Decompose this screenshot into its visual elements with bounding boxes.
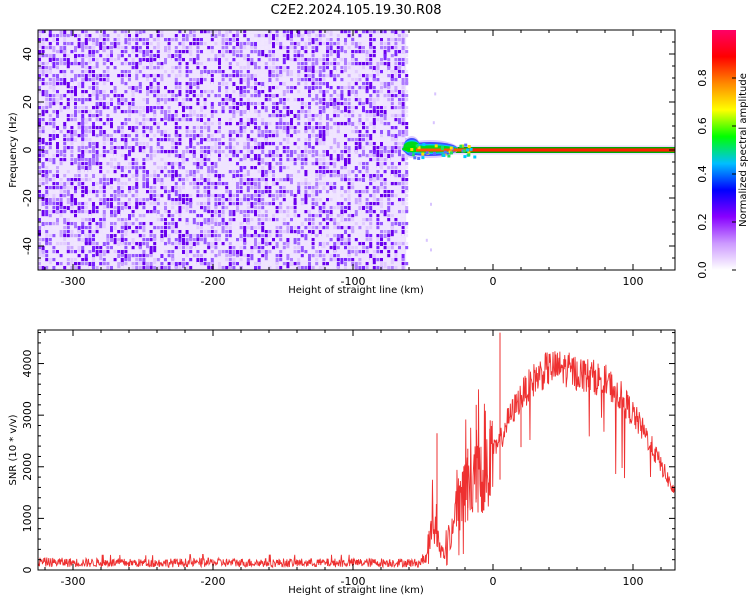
- snr-y-label: SNR (10 * v/v): [8, 414, 19, 485]
- y-tick-label: 40: [21, 47, 34, 61]
- y-tick-label: 3000: [21, 401, 34, 429]
- x-tick-label: -200: [201, 575, 226, 588]
- spectrogram-noise: [38, 30, 409, 270]
- snr-frame: [37, 329, 676, 571]
- colorbar-gradient: [712, 30, 736, 270]
- snr-plot-area: [38, 332, 675, 569]
- x-tick-label: -300: [61, 575, 86, 588]
- colorbar: 0.0 0.2 0.4 0.6 0.8 Normalized spectral ampl…: [696, 30, 749, 279]
- colorbar-tick-label: 0.4: [696, 165, 709, 183]
- spectrogram-x-label: Height of straight line (km): [288, 285, 424, 296]
- y-tick-label: 2000: [21, 453, 34, 481]
- figure-title: C2E2.2024.105.19.30.R08: [270, 3, 441, 18]
- x-tick-label: -200: [201, 275, 226, 288]
- colorbar-tick-label: 0.8: [696, 69, 709, 87]
- y-tick-label: 4000: [21, 350, 34, 378]
- x-tick-label: 100: [623, 575, 644, 588]
- colorbar-tick-label: 0.2: [696, 213, 709, 231]
- colorbar-tick-label: 0.6: [696, 117, 709, 135]
- colorbar-tick-label: 0.0: [696, 261, 709, 279]
- x-tick-label: 0: [490, 275, 497, 288]
- x-tick-label: 0: [490, 575, 497, 588]
- x-tick-label: -300: [61, 275, 86, 288]
- x-tick-label: 100: [623, 275, 644, 288]
- snr-x-label: Height of straight line (km): [288, 585, 424, 596]
- x-tick-label: -100: [341, 575, 366, 588]
- y-tick-label: 0: [21, 567, 34, 574]
- y-tick-label: -20: [21, 189, 34, 207]
- y-tick-label: 20: [21, 95, 34, 109]
- spectrogram-signal: [402, 92, 675, 252]
- colorbar-ticks: 0.0 0.2 0.4 0.6 0.8: [696, 69, 736, 279]
- colorbar-label: Normalized spectral amplitude: [738, 73, 749, 227]
- y-tick-label: -40: [21, 237, 34, 255]
- y-tick-label: 1000: [21, 504, 34, 532]
- spectrogram-y-label: Frequency (Hz): [8, 112, 19, 188]
- snr-series-line: [38, 351, 675, 569]
- signal-line: [406, 148, 675, 152]
- y-tick-label: 0: [21, 147, 34, 154]
- x-tick-label: -100: [341, 275, 366, 288]
